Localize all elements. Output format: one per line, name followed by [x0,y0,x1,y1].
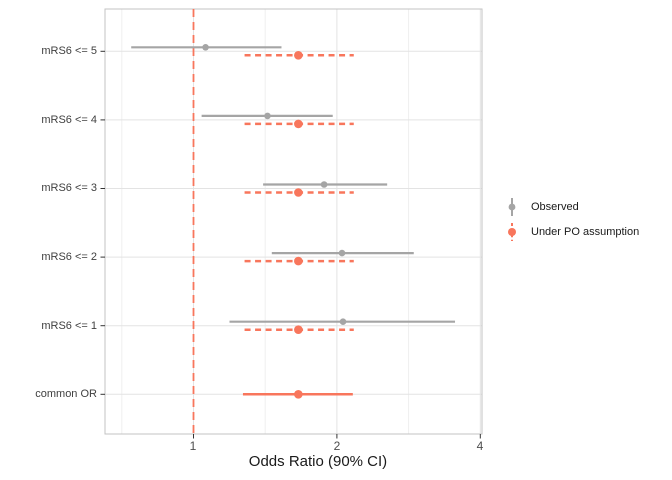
legend-label: Observed [531,200,579,213]
y-axis-label: mRS6 <= 3 [41,182,97,194]
x-tick-label: 4 [476,439,484,453]
legend: Observed Under PO assumption [502,194,639,244]
point-with-dashed-line-icon [508,222,516,241]
y-axis-label: mRS6 <= 4 [41,114,97,126]
x-tick-label: 2 [333,439,341,453]
x-tick-label: 1 [189,439,197,453]
point-with-line-icon [508,197,516,216]
x-axis-title: Odds Ratio (90% CI) [248,453,388,470]
legend-item-observed: Observed [502,194,639,219]
legend-label: Under PO assumption [531,225,640,238]
y-axis-label: mRS6 <= 1 [41,320,97,332]
y-axis-label: mRS6 <= 5 [41,45,97,57]
legend-item-under-po: Under PO assumption [502,219,639,244]
y-axis-label: common OR [35,388,97,400]
y-axis-label: mRS6 <= 2 [41,251,97,263]
